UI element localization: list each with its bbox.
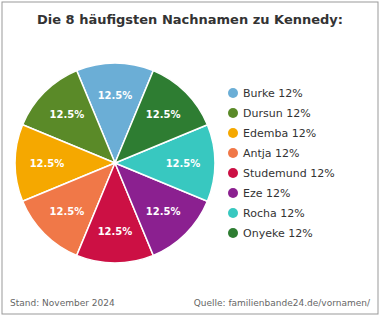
data-label: 12.5% xyxy=(30,158,65,169)
pie xyxy=(15,63,215,263)
legend-entry: Rocha 12% xyxy=(243,207,305,220)
legend-entry: Burke 12% xyxy=(243,87,303,100)
legend-entry: Eze 12% xyxy=(243,187,290,200)
legend-swatch xyxy=(228,188,238,198)
title: Die 8 häufigsten Nachnamen zu Kennedy: xyxy=(37,12,343,27)
legend-entry: Dursun 12% xyxy=(243,107,311,120)
footer: Quelle: familienbande24.de/vornamen/ xyxy=(194,298,371,308)
data-label: 12.5% xyxy=(146,109,181,120)
legend-entry: Antja 12% xyxy=(243,147,300,160)
legend-swatch xyxy=(228,108,238,118)
data-label: 12.5% xyxy=(50,109,85,120)
legend: Burke 12% Dursun 12% Edemba 12% Antja 12% St… xyxy=(228,87,335,240)
data-label: 12.5% xyxy=(166,158,201,169)
data-label: 12.5% xyxy=(98,226,133,237)
data-label: 12.5% xyxy=(50,206,85,217)
legend-swatch xyxy=(228,228,238,238)
legend-swatch xyxy=(228,128,238,138)
legend-entry: Studemund 12% xyxy=(243,167,335,180)
slice xyxy=(115,71,207,163)
data-label: 12.5% xyxy=(146,206,181,217)
legend-swatch xyxy=(228,148,238,158)
legend-swatch xyxy=(228,168,238,178)
frame xyxy=(2,2,378,314)
footer: Stand: November 2024 xyxy=(10,298,115,308)
legend-swatch xyxy=(228,208,238,218)
chart: Die 8 häufigsten Nachnamen zu Kennedy: 12… xyxy=(0,0,380,316)
legend-entry: Edemba 12% xyxy=(243,127,316,140)
data-label: 12.5% xyxy=(98,90,133,101)
legend-entry: Onyeke 12% xyxy=(243,227,313,240)
data-labels: 12.5% 12.5% 12.5% 12.5% 12.5% 12.5% 12.5% 12.5% xyxy=(30,90,201,237)
legend-swatch xyxy=(228,88,238,98)
